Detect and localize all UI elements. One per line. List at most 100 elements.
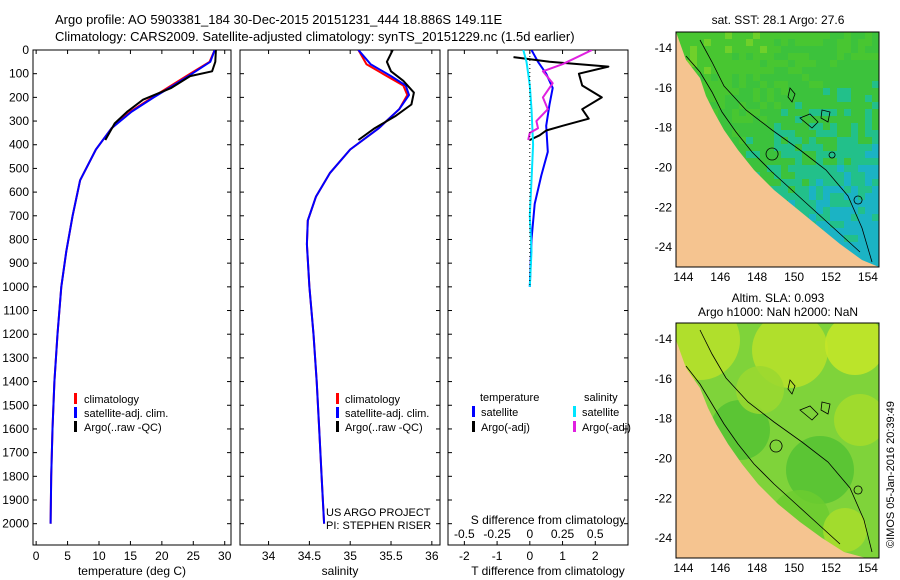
sst-map-cell (837, 67, 844, 74)
sst-map-cell (788, 193, 795, 200)
sst-map-cell (858, 116, 865, 123)
sst-map-cell (739, 102, 746, 109)
sst-map-cell (865, 207, 872, 214)
sst-map-cell (851, 102, 858, 109)
sst-map-cell (753, 81, 760, 88)
sst-map-cell (711, 95, 718, 102)
sst-map-cell (767, 102, 774, 109)
sst-map-cell (837, 200, 844, 207)
sst-map-cell (760, 116, 767, 123)
sst-map-cell (739, 123, 746, 130)
sst-map-cell (739, 39, 746, 46)
sst-map-cell (732, 67, 739, 74)
header-line2: Climatology: CARS2009. Satellite-adjuste… (55, 29, 575, 44)
difference-panel-frame (447, 49, 629, 546)
sst-map-cell (774, 81, 781, 88)
sst-map-cell (858, 137, 865, 144)
sst-map-cell (865, 95, 872, 102)
sst-map-cell (830, 172, 837, 179)
sst-map-cell (732, 88, 739, 95)
sst-map-cell (753, 151, 760, 158)
difference-xtick-label: -2 (459, 549, 470, 563)
depth-tick-label: 1600 (2, 422, 29, 436)
legend-argo-raw: Argo(..raw -QC) (345, 422, 423, 434)
sla-map-xtick-label: 148 (747, 561, 767, 575)
sst-map-cell (830, 32, 837, 39)
sst-map-cell (739, 60, 746, 67)
sst-map-cell (809, 186, 816, 193)
sst-map-cell (746, 151, 753, 158)
sst-map-cell (816, 32, 823, 39)
sst-map-cell (858, 74, 865, 81)
sst-map-cell (809, 74, 816, 81)
sst-map-cell (858, 32, 865, 39)
sst-map-cell (795, 81, 802, 88)
sst-map-cell (760, 39, 767, 46)
sst-map-cell (851, 67, 858, 74)
depth-tick-label: 1800 (2, 469, 29, 483)
sst-map-cell (795, 158, 802, 165)
salinity-line-argo-raw-qc- (357, 50, 415, 141)
sst-map-cell (697, 32, 704, 39)
sst-map-cell (858, 200, 865, 207)
sst-map-cell (795, 46, 802, 53)
sst-map-cell (865, 32, 872, 39)
sst-map-cell (865, 102, 872, 109)
sst-map-cell (865, 172, 872, 179)
sst-map-cell (872, 221, 879, 228)
salinity-xtick-label: 34 (262, 549, 276, 563)
sst-map-cell (746, 46, 753, 53)
sst-map-cell (774, 151, 781, 158)
sst-map-cell (781, 81, 788, 88)
sst-map-cell (858, 151, 865, 158)
sst-map-cell (753, 39, 760, 46)
sst-map-cell (774, 186, 781, 193)
sst-map-cell (837, 81, 844, 88)
sst-map-cell (746, 123, 753, 130)
sst-map-cell (774, 158, 781, 165)
sst-map-cell (711, 74, 718, 81)
sst-map-cell (823, 81, 830, 88)
sst-map-cell (830, 151, 837, 158)
sst-map-cell (795, 39, 802, 46)
sst-map-cell (865, 151, 872, 158)
sst-map-cell (865, 221, 872, 228)
sst-map-xtick-label: 154 (858, 270, 878, 284)
sst-map-cell (725, 46, 732, 53)
sst-map-cell (802, 67, 809, 74)
sst-map-cell (837, 228, 844, 235)
sst-map-cell (816, 207, 823, 214)
sst-map-cell (732, 60, 739, 67)
sst-map-cell (739, 81, 746, 88)
sst-map-cell (802, 123, 809, 130)
sst-map-cell (851, 74, 858, 81)
sst-map-cell (739, 130, 746, 137)
salinity-xtick-label: 35.5 (379, 549, 403, 563)
sst-map-cell (865, 186, 872, 193)
sst-map-cell (725, 39, 732, 46)
sst-map-cell (865, 249, 872, 256)
sst-map-cell (809, 207, 816, 214)
sst-map-cell (872, 179, 879, 186)
sst-map-cell (844, 95, 851, 102)
sst-map-cell (851, 144, 858, 151)
sst-map-cell (753, 137, 760, 144)
sst-map-cell (830, 165, 837, 172)
sst-map-cell (837, 46, 844, 53)
sst-map-cell (788, 144, 795, 151)
sst-map-cell (711, 32, 718, 39)
sst-map-cell (816, 137, 823, 144)
sst-map-cell (872, 123, 879, 130)
sst-map-cell (795, 102, 802, 109)
sst-map-cell (718, 53, 725, 60)
sst-map-cell (760, 158, 767, 165)
sst-map-cell (718, 109, 725, 116)
sst-map-cell (865, 228, 872, 235)
sst-map-cell (746, 74, 753, 81)
sst-map-cell (823, 221, 830, 228)
sst-map-cell (872, 88, 879, 95)
sst-map-cell (858, 109, 865, 116)
legend-swatch-temp-satellite (472, 406, 475, 417)
sst-map-cell (809, 46, 816, 53)
sst-map-cell (809, 137, 816, 144)
